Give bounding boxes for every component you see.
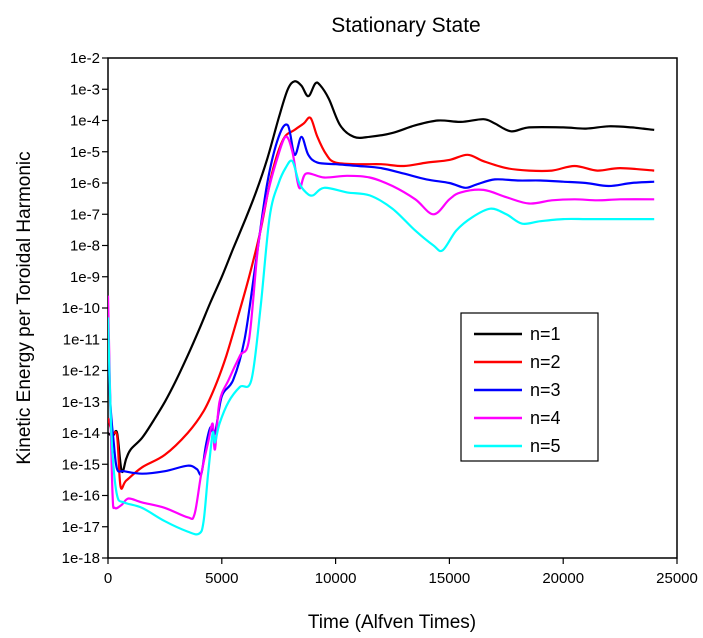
chart-title: Stationary State: [331, 14, 480, 37]
legend-label: n=5: [530, 436, 561, 456]
y-tick-label: 1e-8: [70, 238, 100, 255]
y-tick-label: 1e-10: [62, 300, 100, 317]
y-tick-label: 1e-17: [62, 519, 100, 536]
series-line-n2: [108, 116, 655, 490]
y-tick-label: 1e-11: [63, 331, 100, 348]
legend-label: n=4: [530, 408, 561, 428]
y-tick-label: 1e-12: [62, 363, 100, 380]
legend: n=1 n=2 n=3 n=4 n=5: [460, 312, 599, 462]
y-tick-label: 1e-5: [70, 144, 100, 161]
series-line-n4: [108, 135, 655, 521]
y-axis: 1e-18 1e-17 1e-16 1e-15 1e-14 1e-13 1e-12 1e-11…: [62, 50, 108, 567]
y-tick-label: 1e-14: [62, 425, 100, 442]
x-tick-label: 25000: [656, 570, 698, 587]
y-tick-label: 1e-2: [70, 50, 100, 67]
legend-label: n=2: [530, 352, 561, 372]
y-tick-label: 1e-18: [62, 550, 100, 567]
x-tick-label: 0: [104, 570, 112, 587]
legend-label: n=1: [530, 324, 561, 344]
series-line-n3: [108, 123, 655, 476]
series-line-n5: [108, 159, 655, 536]
series-layer: [108, 80, 655, 536]
y-tick-label: 1e-7: [70, 206, 100, 223]
y-tick-label: 1e-3: [70, 81, 100, 98]
y-axis-title: Kinetic Energy per Toroidal Harmonic: [14, 151, 35, 464]
legend-box: [460, 312, 599, 462]
y-tick-label: 1e-13: [62, 394, 100, 411]
y-tick-label: 1e-6: [70, 175, 100, 192]
y-tick-label: 1e-16: [62, 488, 100, 505]
x-axis: 0 5000 10000 15000 20000 25000: [104, 558, 698, 587]
y-tick-label: 1e-4: [70, 113, 100, 130]
legend-label: n=3: [530, 380, 561, 400]
series-line-n1: [108, 80, 655, 474]
y-tick-label: 1e-15: [62, 456, 100, 473]
x-tick-label: 5000: [205, 570, 238, 587]
x-tick-label: 10000: [315, 570, 357, 587]
x-tick-label: 15000: [429, 570, 471, 587]
x-tick-label: 20000: [542, 570, 584, 587]
x-axis-title: Time (Alfven Times): [308, 612, 476, 633]
y-tick-label: 1e-9: [70, 269, 100, 286]
